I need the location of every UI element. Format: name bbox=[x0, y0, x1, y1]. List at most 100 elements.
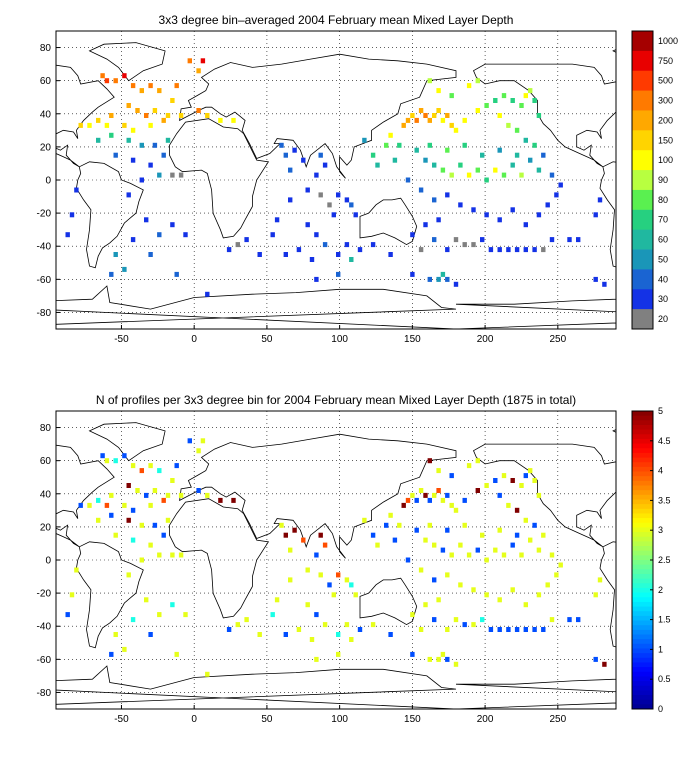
bin-cell bbox=[427, 497, 432, 503]
bin-cell bbox=[322, 162, 328, 168]
colorbar-step bbox=[632, 452, 653, 459]
colorbar: 1000 750 500 300 200 150 100 90 80 70 60 50 40 30 20 bbox=[631, 30, 678, 330]
bin-cell bbox=[449, 122, 454, 128]
bin-cell bbox=[152, 108, 158, 113]
bin-cell bbox=[279, 522, 284, 528]
bin-cell bbox=[427, 458, 432, 464]
bin-cell bbox=[549, 237, 555, 243]
colorbar-step bbox=[632, 690, 653, 696]
bin-cell bbox=[405, 117, 411, 123]
bin-cell bbox=[510, 478, 515, 483]
bin-cell bbox=[318, 192, 323, 198]
bin-cell bbox=[274, 217, 280, 223]
bin-cell bbox=[532, 142, 537, 148]
bin-cell bbox=[523, 517, 528, 523]
bin-cell bbox=[410, 113, 415, 118]
bin-cell bbox=[157, 172, 162, 178]
colorbar-swatch bbox=[632, 70, 653, 91]
bin-cell bbox=[318, 572, 323, 578]
bin-cell bbox=[196, 448, 201, 454]
bin-cell bbox=[292, 527, 297, 533]
colorbar-label: 2.5 bbox=[658, 555, 671, 565]
coastline bbox=[359, 197, 418, 246]
colorbar-step bbox=[632, 411, 653, 417]
colorbar-step bbox=[632, 685, 653, 691]
bin-cell bbox=[283, 532, 288, 538]
colorbar-label: 4.5 bbox=[658, 436, 671, 446]
bin-cell bbox=[126, 483, 131, 488]
bin-cell bbox=[462, 622, 467, 628]
bin-cell bbox=[157, 468, 162, 474]
bin-cell bbox=[484, 103, 489, 108]
bin-cell bbox=[288, 577, 293, 583]
bin-cell bbox=[65, 612, 70, 618]
colorbar-step bbox=[632, 429, 653, 435]
bin-cell bbox=[170, 98, 175, 103]
bin-cell bbox=[301, 157, 306, 163]
colorbar-step bbox=[632, 699, 653, 705]
bin-cell bbox=[484, 212, 489, 218]
colorbar-step bbox=[632, 490, 653, 496]
colorbar-step bbox=[632, 611, 653, 617]
colorbar-label: 90 bbox=[658, 175, 668, 185]
bin-cell bbox=[170, 222, 175, 228]
colorbar-swatch bbox=[632, 31, 653, 52]
bin-cell bbox=[78, 122, 83, 128]
bin-cell bbox=[462, 497, 467, 503]
bin-cell bbox=[349, 257, 354, 262]
bin-cell bbox=[161, 117, 166, 123]
bin-cell bbox=[414, 117, 419, 123]
colorbar-step bbox=[632, 704, 653, 710]
bin-cell bbox=[493, 167, 498, 173]
x-tick-label: 150 bbox=[404, 334, 421, 345]
bin-cell bbox=[331, 212, 336, 218]
bin-cell bbox=[523, 93, 528, 99]
colorbar-step bbox=[632, 560, 653, 566]
bin-cell bbox=[218, 117, 223, 123]
bin-cell bbox=[549, 552, 555, 558]
bin-cell bbox=[405, 497, 411, 503]
bin-cell bbox=[453, 281, 459, 287]
bin-cell bbox=[170, 172, 175, 178]
bin-cell bbox=[519, 552, 524, 558]
bin-cell bbox=[410, 271, 415, 277]
bin-cell bbox=[161, 497, 166, 503]
bin-cell bbox=[388, 512, 393, 518]
bin-cell bbox=[305, 222, 310, 228]
x-tick-label: 0 bbox=[191, 714, 197, 725]
bin-cell bbox=[466, 172, 472, 178]
colorbar-label: 3 bbox=[658, 525, 663, 535]
colorbar-step bbox=[632, 415, 653, 421]
bin-cell bbox=[135, 488, 140, 493]
bin-cell bbox=[130, 157, 136, 163]
bin-cell bbox=[423, 602, 428, 608]
bin-cell bbox=[139, 142, 144, 148]
bin-cell bbox=[122, 502, 127, 508]
bin-cell bbox=[305, 187, 310, 193]
bin-cell bbox=[471, 242, 476, 248]
bin-cell bbox=[375, 162, 380, 168]
bin-cell bbox=[567, 237, 572, 243]
y-tick-label: 60 bbox=[40, 456, 52, 467]
bin-cell bbox=[314, 612, 319, 618]
coastline bbox=[169, 498, 270, 619]
bin-cell bbox=[148, 83, 153, 89]
bin-cell bbox=[257, 252, 262, 257]
bin-cell bbox=[174, 463, 179, 469]
bin-cell bbox=[432, 197, 437, 203]
bin-cell bbox=[196, 488, 201, 493]
bin-cell bbox=[453, 507, 459, 513]
y-tick-label: 0 bbox=[45, 176, 51, 187]
colorbar-swatch bbox=[632, 189, 653, 211]
bin-cell bbox=[475, 458, 480, 464]
bin-cell bbox=[375, 542, 380, 548]
bin-cell bbox=[139, 557, 144, 563]
bin-cell bbox=[532, 98, 537, 103]
colorbar-label: 2 bbox=[658, 585, 663, 595]
bin-cell bbox=[283, 252, 288, 257]
coastline bbox=[472, 63, 616, 168]
colorbar-step bbox=[632, 541, 653, 547]
bin-cell bbox=[205, 492, 210, 498]
y-tick-label: 0 bbox=[45, 556, 51, 567]
bin-cell bbox=[231, 497, 236, 503]
